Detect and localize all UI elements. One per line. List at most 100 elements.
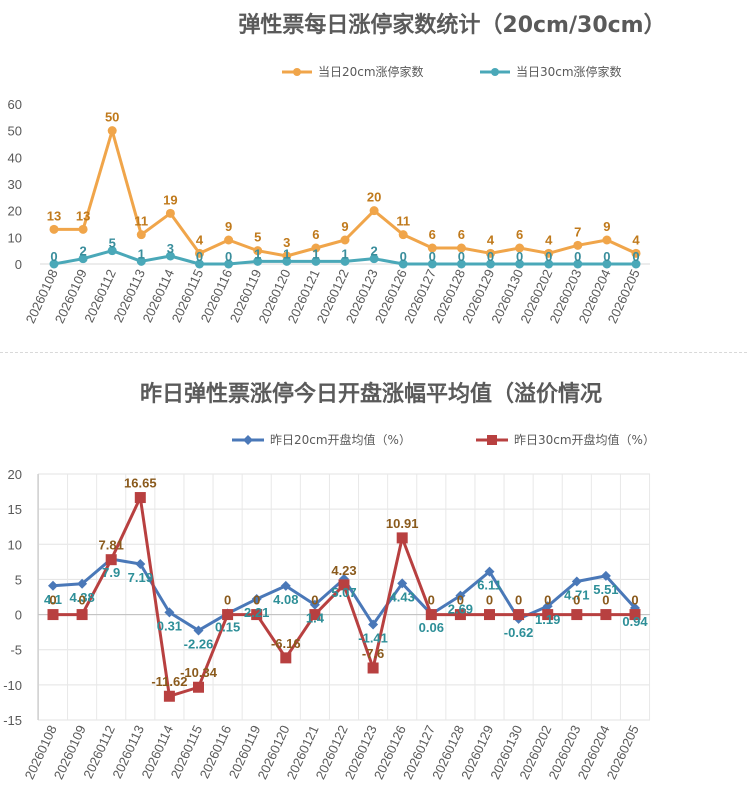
data-label: 2.21 [244,605,269,620]
legend-marker [487,435,497,445]
data-point [136,256,146,266]
data-label: 5 [109,236,116,251]
legend-label: 昨日30cm开盘均值（%） [514,432,655,447]
data-point [367,662,379,674]
data-point [369,254,379,264]
data-point [631,259,641,269]
data-label: 13 [76,208,90,223]
data-point [165,208,175,218]
legend-marker [491,68,499,76]
data-label: 4.23 [331,563,356,578]
data-point [397,578,408,589]
y-tick-label: 0 [15,257,22,272]
y-tick-label: 10 [8,230,22,245]
data-point [573,240,583,250]
data-point [163,690,175,702]
data-label: 0 [486,593,493,608]
data-label: 7.19 [128,570,153,585]
data-label: 6 [312,227,319,242]
data-label: 7.81 [99,538,124,553]
data-point [600,570,611,581]
data-label: 0 [574,249,581,264]
data-point [107,246,117,256]
data-point [456,259,466,269]
data-label: -1.41 [358,630,388,645]
data-label: -2.26 [184,636,214,651]
data-point [193,681,204,693]
data-point [224,235,234,245]
data-label: 0 [428,593,435,608]
data-point [251,609,263,621]
data-label: 1.19 [535,612,560,627]
data-label: 0.15 [215,620,240,635]
data-point [486,259,495,269]
data-point [165,251,175,261]
data-label: 0.31 [157,618,182,633]
data-label: 10.91 [386,516,419,531]
data-point [311,243,321,253]
data-point [311,256,321,266]
data-point [280,580,291,591]
data-label: 4 [487,232,495,247]
data-label: 9 [225,219,232,234]
data-point [484,609,495,621]
data-label: 0 [196,249,203,264]
data-label: 0 [516,249,523,264]
data-label: -0.62 [504,625,534,640]
data-point [427,259,437,269]
data-label: -11.62 [151,674,187,689]
data-point [49,224,59,234]
y-tick-label: 0 [15,608,22,623]
data-label: 9 [341,219,348,234]
data-point [195,259,204,269]
data-label: 4.43 [390,589,415,604]
data-label: 0 [49,593,56,608]
data-label: 16.65 [124,476,157,491]
data-label: 3 [283,235,290,250]
data-point [455,590,466,601]
data-label: 1.4 [306,611,325,626]
y-tick-label: 5 [15,572,22,587]
data-point [602,235,612,245]
data-label: 4.08 [273,592,298,607]
data-point [515,243,525,253]
chart-open-premium-average: 昨日弹性票涨停今日开盘涨幅平均值（溢价情况 -15 -10 -5 0 5 10 15 20 20… [0,366,747,793]
data-label: 5.07 [331,585,356,600]
data-point [600,609,612,621]
data-label: -7.6 [362,646,384,661]
data-point [369,206,379,216]
data-point [134,492,146,504]
data-label: 13 [47,208,61,223]
data-label: 2.69 [448,602,473,617]
data-label: 4.71 [564,587,589,602]
data-label: 0 [515,593,522,608]
data-label: 0 [225,249,232,264]
data-label: 4 [632,232,640,247]
y-tick-label: -10 [3,678,22,693]
data-point [542,609,554,621]
legend-label: 当日20cm涨停家数 [318,64,424,79]
y-tick-label: -5 [10,643,22,658]
data-point [456,243,466,253]
data-point [425,609,437,621]
data-point [253,256,263,266]
data-label: 4.38 [69,590,94,605]
data-point [49,259,59,269]
data-label: 0 [50,249,57,264]
data-label: 0.06 [419,620,444,635]
data-point [427,243,437,253]
data-point [542,601,553,612]
data-point [105,554,117,566]
chart-divider [0,352,747,353]
data-point [282,256,292,266]
data-point [47,609,59,621]
data-label: -10.34 [180,665,218,680]
y-tick-label: 50 [8,124,22,139]
data-label: 6 [458,227,465,242]
legend-marker [243,435,253,445]
data-label: 0 [458,249,465,264]
data-label: 9 [603,219,610,234]
data-label: 6 [516,227,523,242]
data-point [339,573,349,584]
y-tick-label: -15 [3,713,22,728]
